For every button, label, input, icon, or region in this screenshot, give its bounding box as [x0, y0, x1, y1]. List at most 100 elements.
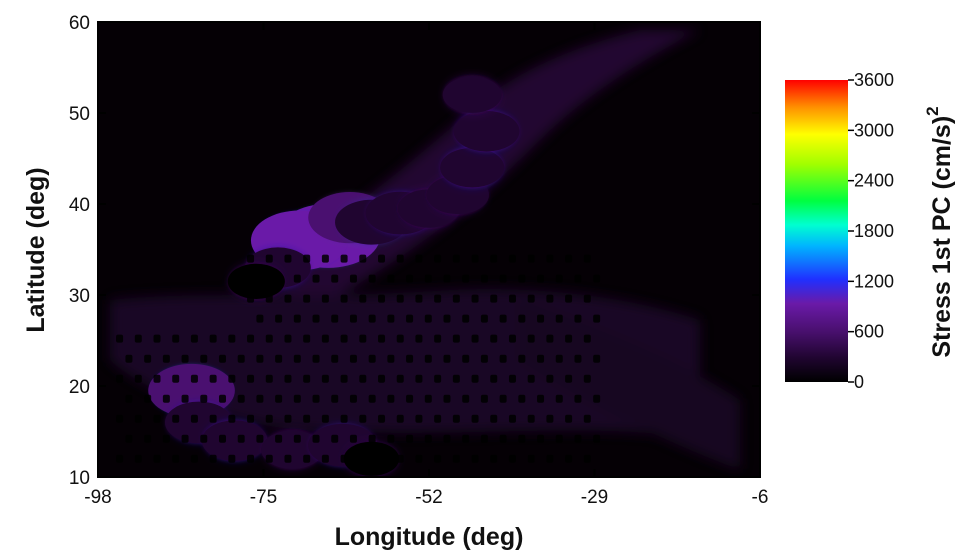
mask-dot: [555, 274, 563, 283]
mask-dot: [340, 414, 348, 423]
mask-dot: [574, 354, 582, 363]
mask-dot: [172, 414, 180, 423]
mask-dot: [499, 394, 507, 403]
colorbar-tick-label: 0: [854, 372, 864, 392]
mask-dot: [200, 394, 208, 403]
stress-feature: [440, 147, 505, 188]
mask-dot: [471, 254, 479, 263]
mask-dot: [349, 394, 357, 403]
mask-dot: [406, 434, 414, 443]
mask-dot: [471, 334, 479, 343]
colorbar-title-superscript: 2: [923, 106, 942, 115]
mask-dot: [378, 254, 386, 263]
mask-dot: [284, 414, 292, 423]
colorbar-tick-label: 2400: [854, 171, 894, 191]
mask-dot: [480, 434, 488, 443]
mask-dot: [256, 354, 264, 363]
mask-dot: [452, 254, 460, 263]
mask-dot: [415, 374, 423, 383]
mask-dot: [415, 414, 423, 423]
mask-dot: [396, 334, 404, 343]
mask-dot: [303, 334, 311, 343]
mask-dot: [490, 374, 498, 383]
mask-dot: [378, 294, 386, 303]
mask-dot: [499, 354, 507, 363]
mask-dot: [518, 314, 526, 323]
mask-dot: [593, 274, 601, 283]
mask-dot: [415, 334, 423, 343]
mask-dot: [508, 254, 516, 263]
x-tick-label: -29: [581, 487, 608, 508]
mask-dot: [228, 414, 236, 423]
stress-field: [110, 30, 740, 476]
colorbar-tick-label: 3000: [854, 120, 894, 140]
mask-dot: [331, 314, 339, 323]
mask-dot: [378, 374, 386, 383]
mask-dot: [434, 294, 442, 303]
mask-dot: [471, 374, 479, 383]
mask-dot: [480, 394, 488, 403]
stress-feature: [201, 420, 268, 461]
mask-dot: [452, 414, 460, 423]
stress-feature: [442, 76, 502, 113]
mask-dot: [181, 434, 189, 443]
mask-dot: [293, 394, 301, 403]
mask-dot: [593, 434, 601, 443]
mask-dot: [209, 334, 217, 343]
mask-dot: [387, 354, 395, 363]
mask-dot: [312, 434, 320, 443]
mask-dot: [434, 414, 442, 423]
mask-dot: [228, 454, 236, 463]
mask-dot: [321, 374, 329, 383]
mask-dot: [368, 314, 376, 323]
mask-dot: [303, 254, 311, 263]
stress-feature-layer: [227, 263, 285, 299]
mask-dot: [537, 354, 545, 363]
mask-dot: [490, 254, 498, 263]
mask-dot: [237, 434, 245, 443]
mask-dot: [527, 414, 535, 423]
mask-dot: [574, 434, 582, 443]
mask-dot: [293, 354, 301, 363]
mask-dot: [190, 334, 198, 343]
mask-dot: [321, 454, 329, 463]
mask-dot: [462, 314, 470, 323]
mask-dot: [359, 414, 367, 423]
mask-dot: [527, 374, 535, 383]
mask-dot: [462, 274, 470, 283]
mask-dot: [218, 354, 226, 363]
mask-dot: [134, 454, 142, 463]
mask-dot: [153, 334, 161, 343]
x-tick-label: -98: [84, 487, 111, 508]
stress-feature-layer: [201, 420, 268, 461]
colorbar-title: Stress 1st PC (cm/s)2: [923, 106, 956, 357]
y-tick-label: 30: [69, 286, 90, 307]
mask-dot: [406, 274, 414, 283]
mask-dot: [284, 254, 292, 263]
mask-dot: [546, 454, 554, 463]
mask-dot: [583, 454, 591, 463]
mask-dot: [387, 434, 395, 443]
mask-dot: [462, 394, 470, 403]
mask-dot: [116, 374, 124, 383]
mask-dot: [378, 454, 386, 463]
mask-dot: [116, 414, 124, 423]
plot-area: [97, 21, 761, 478]
mask-dot: [247, 454, 255, 463]
mask-dot: [452, 454, 460, 463]
mask-dot: [116, 334, 124, 343]
mask-dot: [359, 454, 367, 463]
mask-dot: [452, 334, 460, 343]
mask-dot: [424, 354, 432, 363]
mask-dot: [424, 314, 432, 323]
mask-dot: [312, 274, 320, 283]
x-tick-label: -75: [250, 487, 277, 508]
mask-dot: [396, 294, 404, 303]
mask-dot: [518, 274, 526, 283]
colorbar-tick-label: 1200: [854, 271, 894, 291]
mask-dot: [200, 434, 208, 443]
mask-dot: [209, 454, 217, 463]
mask-dot: [462, 354, 470, 363]
mask-dot: [340, 334, 348, 343]
